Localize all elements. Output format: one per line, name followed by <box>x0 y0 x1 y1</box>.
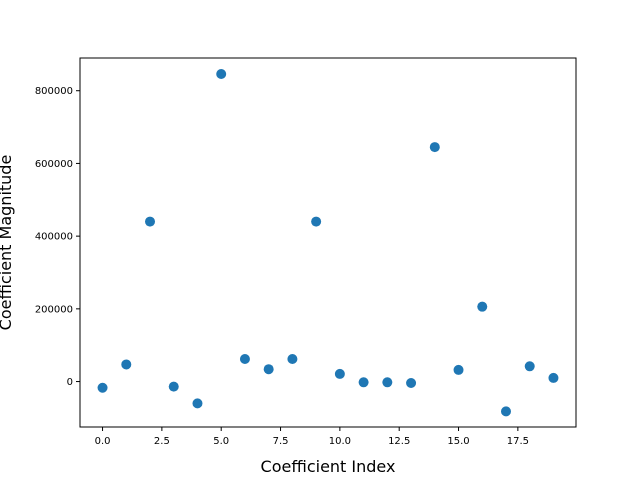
x-tick-label: 15.0 <box>447 436 469 447</box>
data-point <box>358 377 369 388</box>
x-tick-label: 2.5 <box>154 436 170 447</box>
data-point <box>192 398 203 409</box>
y-tick-label: 800000 <box>35 86 73 97</box>
data-point <box>97 382 108 393</box>
data-point <box>334 368 345 379</box>
data-point <box>524 361 535 372</box>
data-point <box>548 372 559 383</box>
y-axis: 0 200000 400000 600000 800000 <box>35 86 80 388</box>
data-point <box>287 354 298 365</box>
x-tick-label: 7.5 <box>273 436 289 447</box>
y-tick-label: 400000 <box>35 232 73 243</box>
x-tick-label: 5.0 <box>213 436 229 447</box>
data-point <box>145 216 156 227</box>
y-axis-label: Coefficient Magnitude <box>0 155 15 331</box>
y-tick-label: 600000 <box>35 159 73 170</box>
y-tick-label: 200000 <box>35 304 73 315</box>
axes-frame <box>79 57 577 428</box>
data-point <box>429 142 440 153</box>
data-point <box>453 364 464 375</box>
x-tick-label: 10.0 <box>329 436 351 447</box>
data-point <box>168 381 179 392</box>
data-point <box>406 378 417 389</box>
x-tick-label: 0.0 <box>95 436 111 447</box>
x-axis: 0.0 2.5 5.0 7.5 10.0 12.5 15.0 17.5 <box>95 427 529 447</box>
plot-area <box>97 68 559 417</box>
data-point <box>239 354 250 365</box>
data-point <box>382 377 393 388</box>
x-tick-label: 17.5 <box>507 436 529 447</box>
x-axis-label: Coefficient Index <box>261 457 396 476</box>
data-point <box>477 301 488 312</box>
data-point <box>263 364 274 375</box>
x-tick-label: 12.5 <box>388 436 410 447</box>
y-tick-label: 0 <box>67 377 73 388</box>
data-point <box>121 359 132 370</box>
data-point <box>500 406 511 417</box>
data-point <box>216 68 227 79</box>
data-point <box>311 216 322 227</box>
